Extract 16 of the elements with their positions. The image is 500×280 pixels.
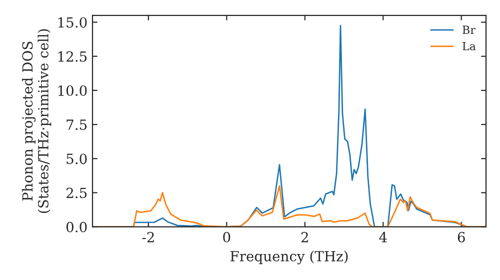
y-tick-label: 2.5 <box>66 188 87 198</box>
x-tick-label: -2 <box>142 232 154 242</box>
x-tick-label: 0 <box>223 232 230 242</box>
x-tick-label: 4 <box>379 232 387 242</box>
y-tick-label: 7.5 <box>66 120 87 130</box>
x-axis-title: Frequency (THz) <box>230 250 348 264</box>
legend-label: La <box>462 42 476 50</box>
x-tick-label: 2 <box>301 232 308 242</box>
y-tick-label: 10.0 <box>58 85 87 96</box>
x-tick-label: 6 <box>458 232 465 242</box>
y-axis-title: Phonon projected DOS (States/THz·primitive cell) <box>22 29 52 213</box>
y-tick-label: 15.0 <box>58 17 87 28</box>
legend-label: Br <box>462 26 476 34</box>
y-tick-label: 0.0 <box>66 222 87 232</box>
y-tick-label: 5.0 <box>66 154 87 164</box>
y-tick-label: 12.5 <box>58 51 87 62</box>
